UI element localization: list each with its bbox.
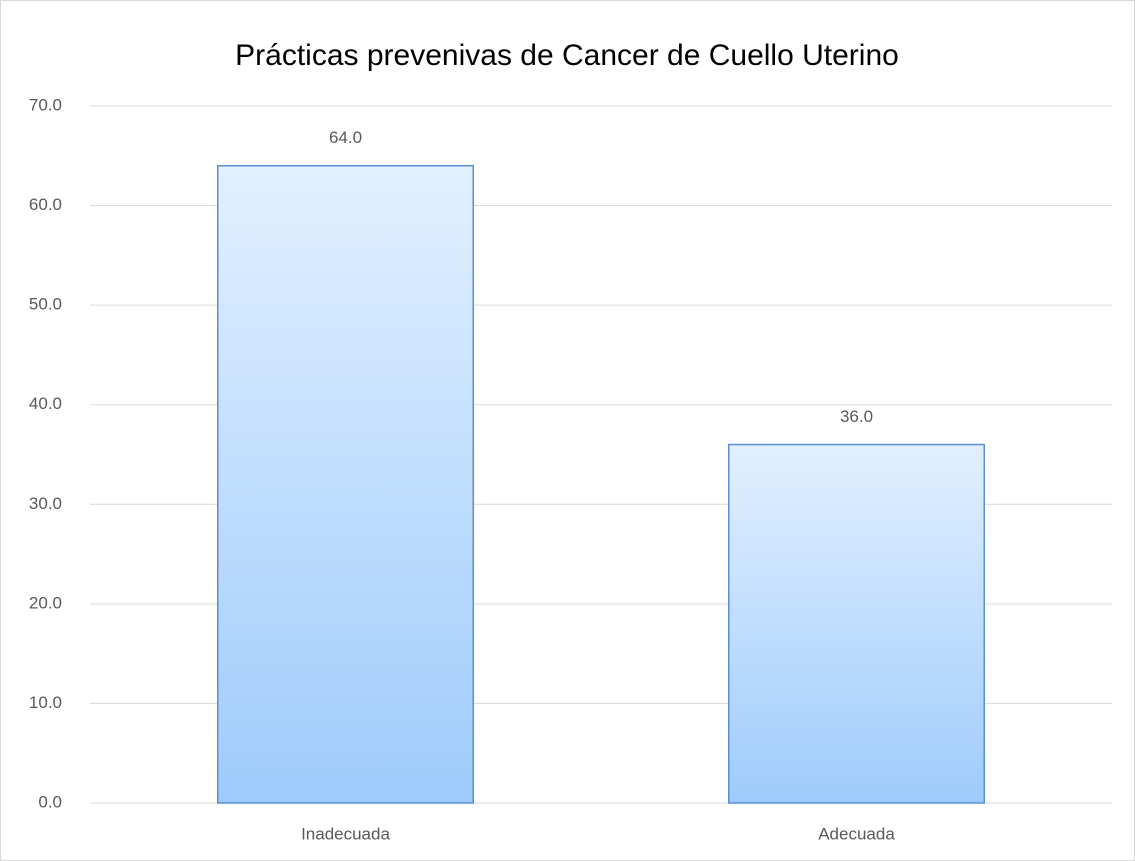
y-tick-label: 40.0 [29, 394, 62, 413]
bar [217, 164, 474, 804]
bar [728, 443, 985, 804]
y-tick-label: 50.0 [29, 295, 62, 314]
y-tick-label: 30.0 [29, 494, 62, 513]
data-label: 36.0 [840, 407, 873, 426]
data-label: 64.0 [329, 128, 362, 147]
x-tick-label: Adecuada [818, 824, 895, 843]
y-tick-label: 60.0 [29, 195, 62, 214]
x-tick-label: Inadecuada [301, 824, 390, 843]
y-tick-label: 10.0 [29, 693, 62, 712]
y-tick-label: 70.0 [29, 95, 62, 114]
y-tick-label: 20.0 [29, 593, 62, 612]
y-tick-label: 0.0 [38, 792, 62, 811]
chart-title: Prácticas prevenivas de Cancer de Cuello… [235, 39, 899, 72]
